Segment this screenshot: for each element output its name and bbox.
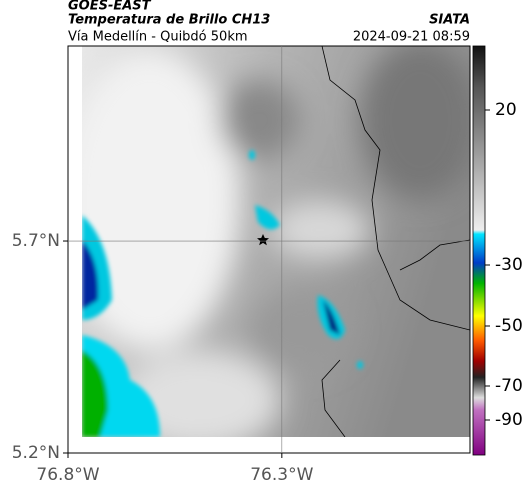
source: GOES-EAST — [68, 0, 152, 14]
x-tick-label: 76.3°W — [250, 465, 313, 485]
colorbar-tick-label: -90 — [495, 410, 523, 430]
map-frame — [67, 45, 471, 454]
colorbar-tick-label: 20 — [495, 100, 517, 120]
subtitle: Vía Medellín - Quibdó 50km — [68, 30, 248, 45]
title: Temperatura de Brillo CH13 — [68, 13, 270, 28]
brand: SIATA — [429, 13, 470, 28]
x-tick-label: 76.8°W — [36, 465, 99, 485]
colorbar-tick-label: -70 — [495, 376, 523, 396]
colorbar-tick-label: -30 — [495, 255, 523, 275]
colorbar-tick-label: -50 — [495, 316, 523, 336]
y-tick-label: 5.2°N — [12, 443, 60, 463]
datetime: 2024-09-21 08:59 — [353, 30, 470, 45]
y-tick-label: 5.7°N — [12, 231, 60, 251]
satellite-image — [82, 46, 470, 437]
location-star — [257, 234, 269, 246]
colorbar — [472, 45, 486, 456]
